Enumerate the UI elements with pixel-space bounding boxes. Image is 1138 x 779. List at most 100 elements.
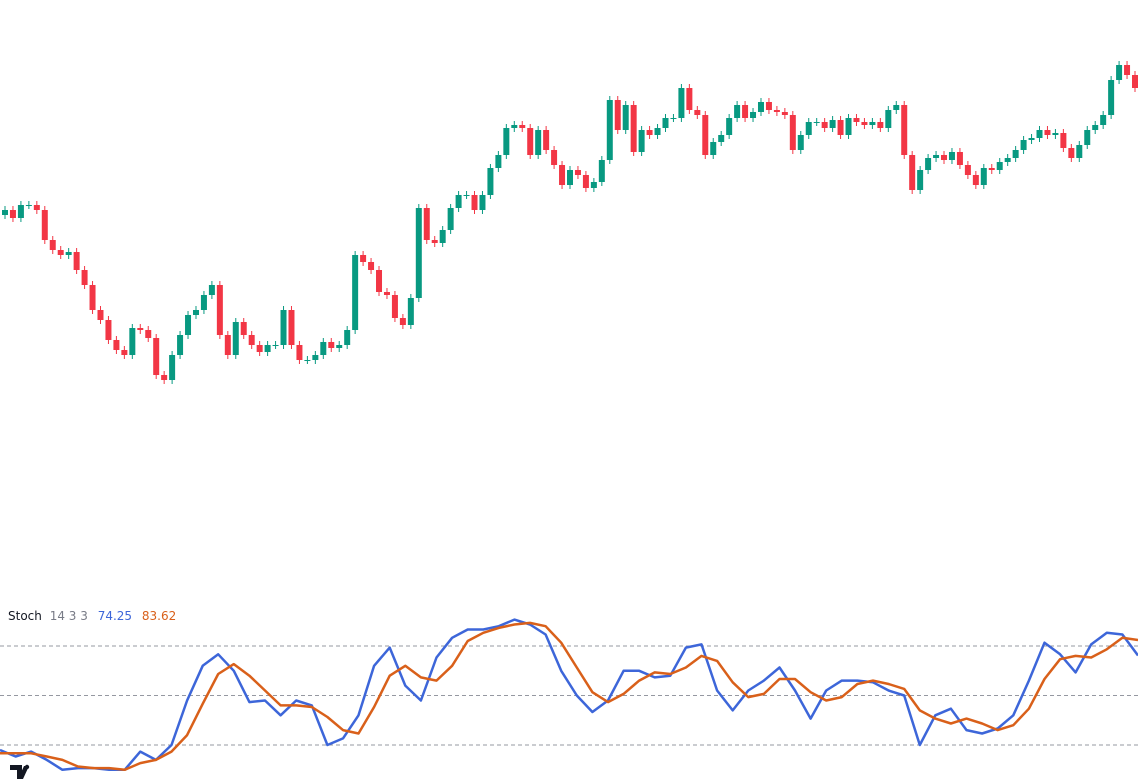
candle-body — [781, 112, 788, 115]
candle-body — [503, 128, 510, 155]
candle-body — [551, 150, 558, 165]
candle-body — [2, 210, 8, 215]
candle-body — [280, 310, 287, 345]
candle-body — [105, 320, 112, 340]
candle-body — [399, 318, 406, 325]
candle-body — [1108, 80, 1115, 115]
candle-body — [925, 158, 932, 170]
candle-body — [383, 292, 390, 295]
candle-body — [829, 120, 836, 128]
candle-body — [224, 335, 231, 355]
indicator-legend: Stoch 14 3 3 74.25 83.62 — [8, 609, 176, 623]
candle-body — [646, 130, 653, 135]
candle-body — [49, 240, 56, 250]
candle-body — [980, 168, 987, 185]
candle-body — [328, 342, 335, 348]
candle-body — [996, 162, 1003, 170]
candle-body — [89, 285, 96, 310]
indicator-params: 14 3 3 — [50, 609, 88, 623]
candle-body — [630, 105, 637, 152]
candle-body — [81, 270, 88, 285]
candle-body — [1004, 158, 1011, 162]
candle-body — [559, 165, 566, 185]
candle-body — [336, 345, 343, 348]
candle-body — [65, 252, 72, 255]
candle-body — [742, 105, 749, 118]
candle-body — [312, 355, 319, 360]
candle-body — [1044, 130, 1051, 135]
candle-body — [861, 122, 868, 125]
candle-body — [964, 165, 971, 175]
candle-body — [789, 115, 796, 150]
candle-body — [718, 135, 725, 142]
candle-body — [177, 335, 184, 355]
candle-body — [264, 345, 271, 352]
candle-body — [240, 322, 247, 335]
candle-body — [972, 175, 979, 185]
candle-body — [590, 182, 597, 188]
candle-body — [988, 168, 995, 170]
candle-body — [678, 88, 685, 118]
candle-body — [1124, 65, 1131, 75]
k-value: 74.25 — [98, 609, 132, 623]
candle-body — [304, 360, 311, 361]
candle-body — [726, 118, 733, 135]
candle-body — [1132, 75, 1138, 88]
candle-body — [1084, 130, 1091, 145]
candle-body — [654, 128, 661, 135]
candle-body — [208, 285, 215, 295]
candle-body — [463, 195, 470, 196]
stoch-line — [0, 621, 1138, 772]
candle-body — [734, 105, 741, 118]
candle-body — [129, 328, 136, 355]
candle-body — [41, 210, 48, 240]
candle-body — [161, 375, 168, 380]
candle-body — [750, 112, 757, 118]
candle-body — [535, 130, 542, 155]
candle-body — [216, 285, 223, 335]
candle-body — [941, 155, 948, 160]
candle-body — [439, 230, 446, 243]
candle-body — [344, 330, 351, 345]
candle-body — [598, 160, 605, 182]
candle-body — [710, 142, 717, 155]
candle-body — [1116, 65, 1123, 80]
candle-body — [893, 105, 900, 110]
candle-body — [320, 342, 327, 355]
candle-body — [1076, 145, 1083, 158]
candle-body — [694, 110, 701, 115]
candle-body — [455, 195, 462, 208]
candle-body — [606, 100, 613, 160]
candle-body — [885, 110, 892, 128]
candle-body — [272, 345, 279, 346]
candle-body — [948, 152, 955, 160]
candle-body — [1012, 150, 1019, 158]
candle-body — [248, 335, 255, 345]
candle-body — [169, 355, 176, 380]
candle-body — [511, 125, 518, 128]
candle-body — [686, 88, 693, 110]
candle-body — [1028, 138, 1035, 140]
candle-body — [57, 250, 64, 255]
stoch-line — [0, 618, 1138, 772]
candle-body — [185, 315, 192, 335]
candle-body — [9, 210, 16, 218]
candle-body — [352, 255, 359, 330]
candle-body — [25, 205, 32, 206]
candle-body — [73, 252, 80, 270]
candle-body — [773, 110, 780, 112]
candle-body — [582, 175, 589, 188]
candle-body — [97, 310, 104, 320]
candle-body — [909, 155, 916, 190]
candle-body — [901, 105, 908, 155]
candle-body — [821, 122, 828, 128]
candle-body — [805, 122, 812, 135]
candle-body — [471, 195, 478, 210]
candle-body — [797, 135, 804, 150]
candle-body — [662, 118, 669, 128]
candle-body — [853, 118, 860, 122]
candle-body — [487, 168, 494, 195]
candle-body — [288, 310, 295, 345]
candle-body — [479, 195, 486, 210]
candle-body — [145, 330, 152, 338]
